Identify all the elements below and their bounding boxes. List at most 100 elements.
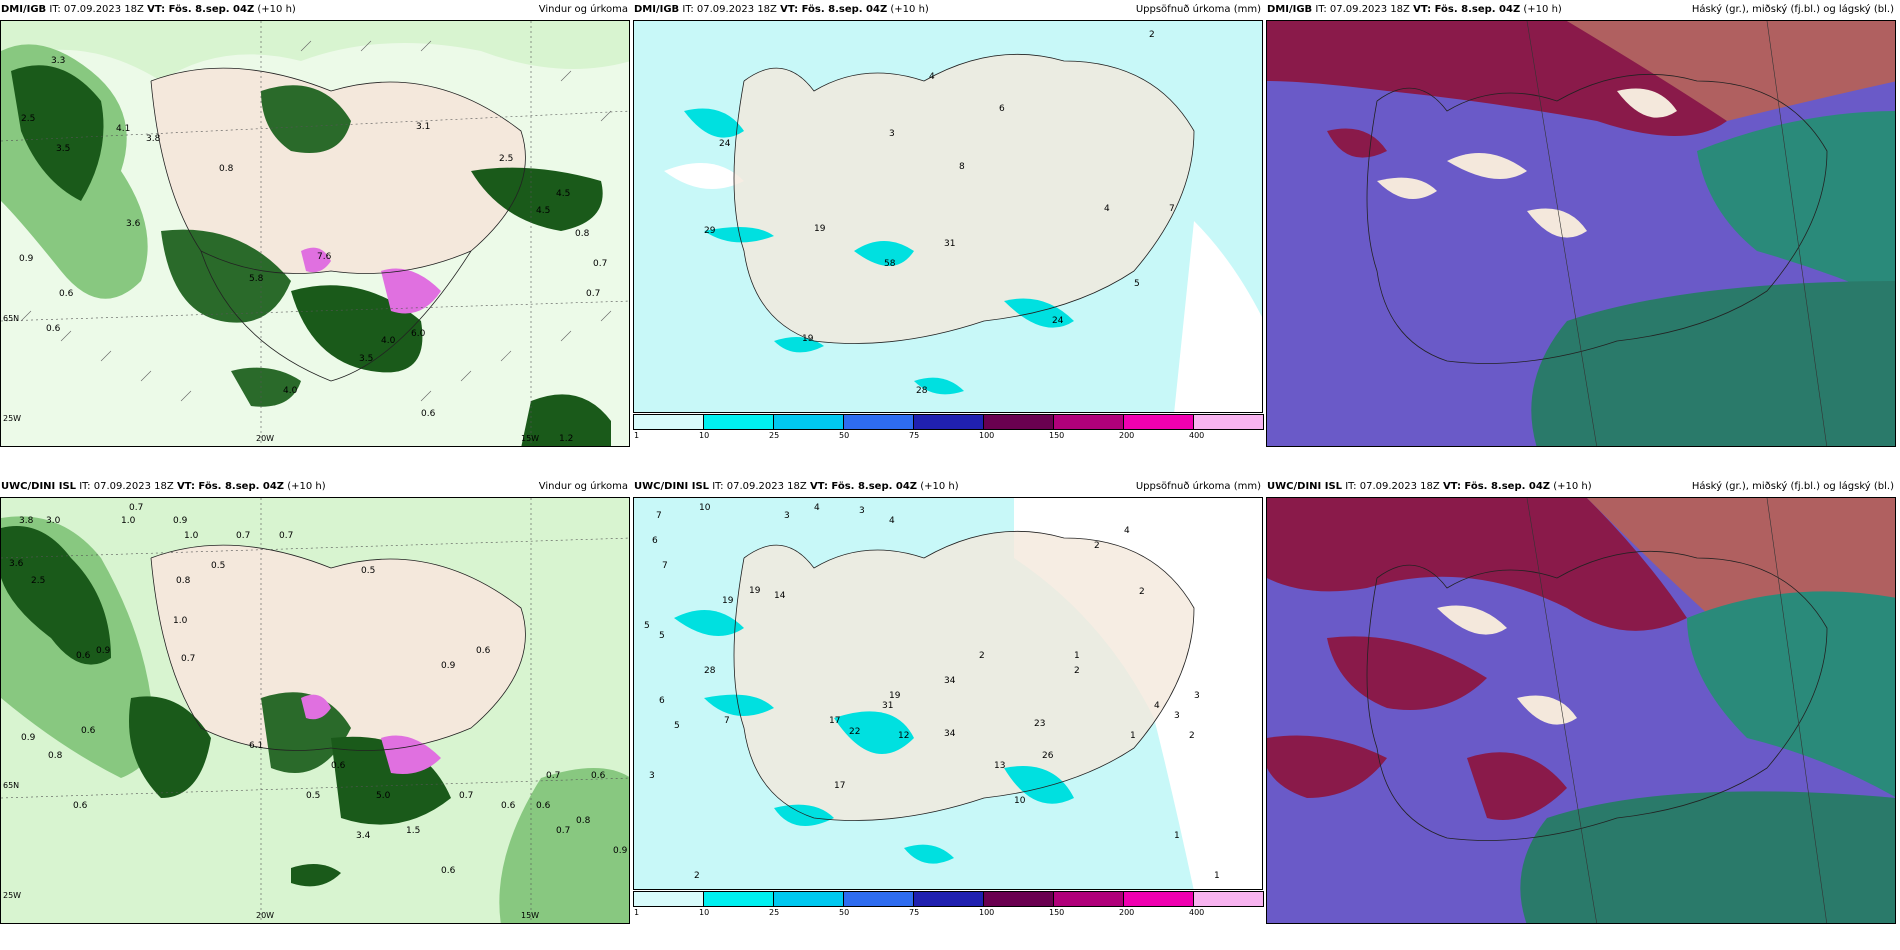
svg-text:0.7: 0.7 xyxy=(459,791,473,801)
colorbar-tick: 100 xyxy=(979,431,995,440)
svg-text:0.9: 0.9 xyxy=(19,254,34,264)
svg-text:0.9: 0.9 xyxy=(441,661,456,671)
colorbar-tick: 200 xyxy=(1119,431,1135,440)
svg-text:0.6: 0.6 xyxy=(59,289,74,299)
svg-text:3: 3 xyxy=(649,771,655,781)
svg-text:1: 1 xyxy=(1074,651,1080,661)
svg-text:0.6: 0.6 xyxy=(441,866,456,876)
svg-text:0.7: 0.7 xyxy=(593,259,607,269)
panel-uwc-wind: UWC/DINI ISL IT: 07.09.2023 18Z VT: Fös.… xyxy=(0,477,632,926)
colorbar-tick: 1 xyxy=(634,431,640,440)
lead-time: (+10 h) xyxy=(1553,481,1592,492)
svg-text:19: 19 xyxy=(802,334,814,344)
colorbar-tick: 150 xyxy=(1049,431,1065,440)
svg-text:2.5: 2.5 xyxy=(31,576,45,586)
colorbar-tick: 150 xyxy=(1049,908,1065,917)
colorbar-tick: 10 xyxy=(699,908,710,917)
map-wind[interactable]: 3.3 2.5 4.1 3.8 3.5 3.6 0.8 3.1 2.5 4.5 … xyxy=(0,20,630,447)
svg-text:0.6: 0.6 xyxy=(501,801,516,811)
svg-text:2: 2 xyxy=(1139,587,1145,597)
valid-time: VT: Fös. 8.sep. 04Z xyxy=(1442,481,1551,492)
svg-text:0.6: 0.6 xyxy=(476,646,491,656)
colorbar-tick: 1 xyxy=(634,908,640,917)
colorbar: 1 10 25 50 75 100 150 200 400 xyxy=(633,414,1264,448)
svg-text:3: 3 xyxy=(1194,691,1200,701)
panel-header: UWC/DINI ISL IT: 07.09.2023 18Z VT: Fös.… xyxy=(0,477,630,497)
svg-text:0.7: 0.7 xyxy=(181,654,195,664)
svg-text:0.6: 0.6 xyxy=(81,726,96,736)
colorbar-swatch xyxy=(913,891,984,907)
svg-text:19: 19 xyxy=(749,586,761,596)
svg-text:0.7: 0.7 xyxy=(556,826,570,836)
svg-text:2: 2 xyxy=(1094,541,1100,551)
svg-text:7.6: 7.6 xyxy=(317,252,332,262)
map-precip[interactable]: 10 3 4 3 4 7 6 7 5 5 6 3 7 5 19 14 19 28… xyxy=(633,497,1263,890)
svg-text:3: 3 xyxy=(784,511,790,521)
colorbar-swatch xyxy=(773,414,844,430)
svg-text:4: 4 xyxy=(929,72,935,82)
svg-text:0.6: 0.6 xyxy=(421,409,436,419)
colorbar-tick: 50 xyxy=(839,431,850,440)
colorbar-swatch xyxy=(1053,414,1124,430)
svg-text:24: 24 xyxy=(1052,316,1064,326)
svg-text:17: 17 xyxy=(829,716,840,726)
colorbar-swatch xyxy=(1193,414,1264,430)
model-name: DMI/IGB xyxy=(1,4,47,15)
lead-time: (+10 h) xyxy=(1523,4,1562,15)
svg-text:0.8: 0.8 xyxy=(48,751,63,761)
svg-text:1.0: 1.0 xyxy=(173,616,188,626)
svg-text:3.6: 3.6 xyxy=(126,219,141,229)
svg-text:34: 34 xyxy=(944,729,956,739)
svg-text:0.5: 0.5 xyxy=(211,561,225,571)
colorbar-tick: 50 xyxy=(839,908,850,917)
map-precip[interactable]: 65N 2 4 6 3 8 4 7 24 19 29 31 58 19 5 24… xyxy=(633,20,1263,413)
lead-time: (+10 h) xyxy=(257,4,296,15)
lead-time: (+10 h) xyxy=(890,4,929,15)
svg-text:28: 28 xyxy=(916,386,928,396)
svg-text:6.1: 6.1 xyxy=(249,741,263,751)
svg-text:24: 24 xyxy=(719,139,731,149)
panel-dmi-precip: DMI/IGB IT: 07.09.2023 18Z VT: Fös. 8.se… xyxy=(633,0,1265,449)
svg-text:1.0: 1.0 xyxy=(121,516,136,526)
svg-text:6: 6 xyxy=(659,696,665,706)
map-clouds[interactable] xyxy=(1266,20,1896,447)
svg-text:0.7: 0.7 xyxy=(546,771,560,781)
svg-text:4: 4 xyxy=(814,503,820,513)
panel-uwc-precip: UWC/DINI ISL IT: 07.09.2023 18Z VT: Fös.… xyxy=(633,477,1265,926)
svg-text:3.0: 3.0 xyxy=(46,516,61,526)
svg-text:3.5: 3.5 xyxy=(359,354,373,364)
svg-text:0.7: 0.7 xyxy=(129,503,143,513)
colorbar-tick: 10 xyxy=(699,431,710,440)
svg-text:15W: 15W xyxy=(521,911,539,920)
valid-time: VT: Fös. 8.sep. 04Z xyxy=(176,481,285,492)
svg-text:5: 5 xyxy=(674,721,680,731)
valid-time: VT: Fös. 8.sep. 04Z xyxy=(147,4,255,15)
svg-text:65N: 65N xyxy=(3,781,19,790)
svg-text:3.1: 3.1 xyxy=(416,122,430,132)
svg-text:5: 5 xyxy=(644,621,650,631)
svg-text:29: 29 xyxy=(704,226,716,236)
svg-text:15W: 15W xyxy=(521,434,539,443)
svg-text:2.5: 2.5 xyxy=(499,154,513,164)
svg-text:3.8: 3.8 xyxy=(19,516,34,526)
svg-text:31: 31 xyxy=(944,239,955,249)
svg-text:1.5: 1.5 xyxy=(406,826,420,836)
svg-text:28: 28 xyxy=(704,666,716,676)
panel-uwc-clouds: UWC/DINI ISL IT: 07.09.2023 18Z VT: Fös.… xyxy=(1266,477,1898,926)
colorbar-swatch xyxy=(1123,414,1194,430)
map-wind[interactable]: 3.8 3.0 0.7 1.0 0.9 1.0 0.7 0.7 3.6 2.5 … xyxy=(0,497,630,924)
colorbar-swatch xyxy=(983,891,1054,907)
svg-text:2: 2 xyxy=(979,651,985,661)
lead-time: (+10 h) xyxy=(920,481,959,492)
svg-text:4: 4 xyxy=(1124,526,1130,536)
svg-text:2: 2 xyxy=(1074,666,1080,676)
model-name: DMI/IGB xyxy=(634,4,680,15)
model-name: UWC/DINI ISL xyxy=(1,481,77,492)
precip-labels: 3.8 3.0 0.7 1.0 0.9 1.0 0.7 0.7 3.6 2.5 … xyxy=(9,503,628,876)
svg-text:10: 10 xyxy=(699,503,711,513)
map-clouds[interactable] xyxy=(1266,497,1896,924)
svg-text:5.8: 5.8 xyxy=(249,274,264,284)
svg-text:3: 3 xyxy=(1174,711,1180,721)
colorbar-swatch xyxy=(633,891,704,907)
precip-values: 2 4 6 3 8 4 7 24 19 29 31 58 19 5 24 28 xyxy=(704,30,1175,396)
